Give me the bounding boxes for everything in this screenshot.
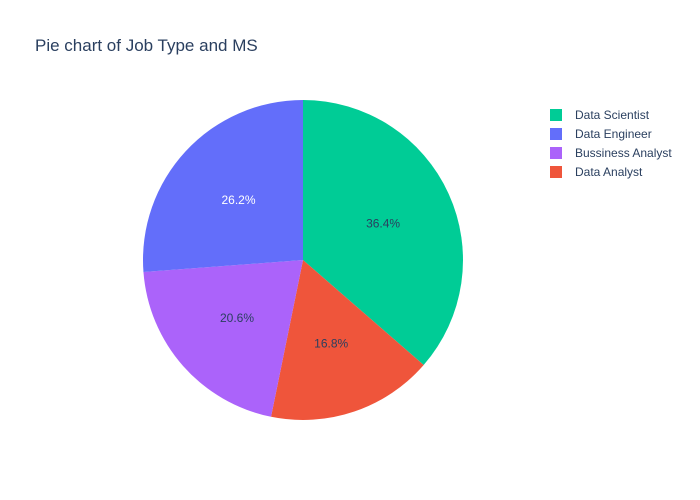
legend: Data Scientist Data Engineer Bussiness Ana… bbox=[550, 108, 672, 179]
legend-swatch[interactable] bbox=[550, 109, 562, 121]
pie-slice-data-analyst[interactable] bbox=[271, 260, 424, 421]
legend-swatch[interactable] bbox=[550, 166, 562, 178]
chart-title: Pie chart of Job Type and MS bbox=[35, 36, 258, 55]
pie-slices bbox=[142, 100, 463, 421]
legend-label[interactable]: Data Analyst bbox=[575, 165, 643, 179]
slice-percent-label: 26.2% bbox=[221, 193, 255, 207]
legend-label[interactable]: Bussiness Analyst bbox=[575, 146, 672, 160]
legend-label[interactable]: Data Scientist bbox=[575, 108, 650, 122]
slice-percent-label: 20.6% bbox=[220, 311, 254, 325]
slice-percent-label: 16.8% bbox=[314, 336, 348, 350]
slice-percent-label: 36.4% bbox=[366, 217, 400, 231]
pie-slice-bussiness-analyst[interactable] bbox=[143, 260, 303, 417]
legend-label[interactable]: Data Engineer bbox=[575, 127, 652, 141]
pie-slice-data-engineer[interactable] bbox=[142, 100, 303, 273]
pie-slice-data-scientist[interactable] bbox=[303, 100, 463, 366]
legend-swatch[interactable] bbox=[550, 147, 562, 159]
slice-labels: 36.4% 16.8% 20.6% 26.2% bbox=[220, 193, 400, 350]
legend-swatch[interactable] bbox=[550, 128, 562, 140]
